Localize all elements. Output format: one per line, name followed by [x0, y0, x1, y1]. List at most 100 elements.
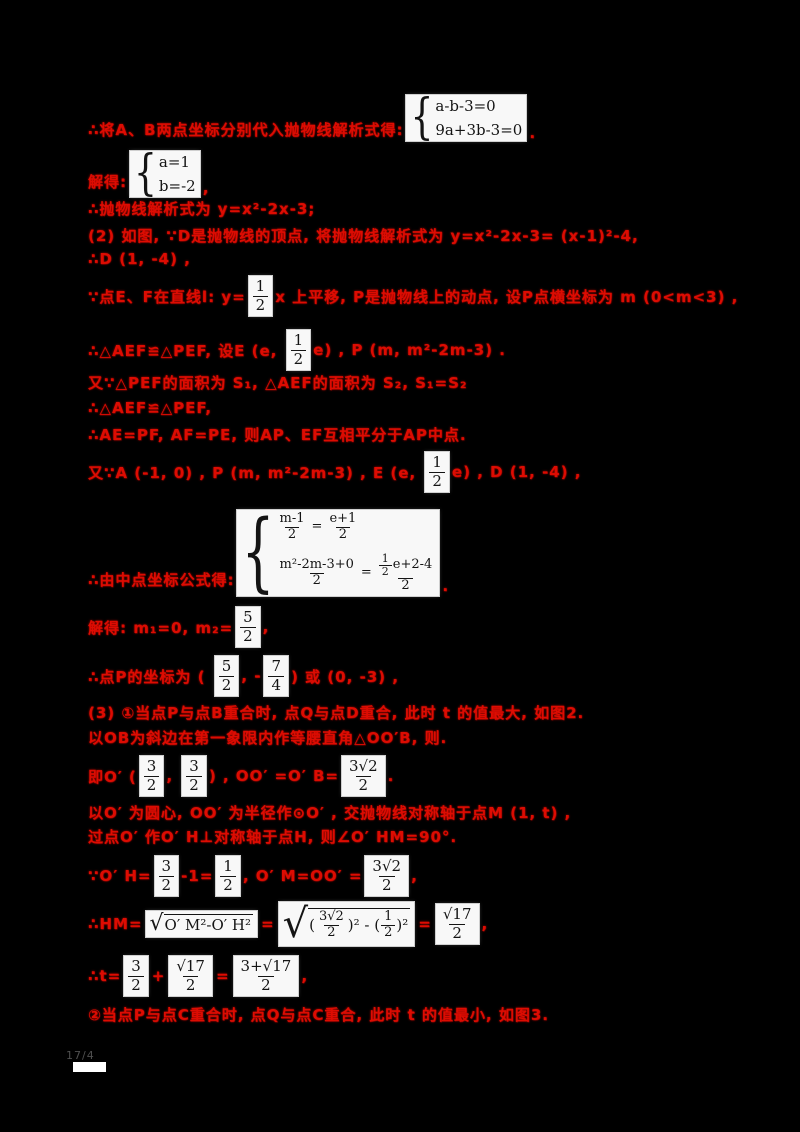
fraction-denominator: 2: [355, 775, 372, 794]
line-text: , -: [241, 667, 262, 685]
equals-sign: =: [261, 915, 275, 933]
brace-icon: {: [241, 503, 275, 603]
equation-row: 9a+3b-3=0: [435, 120, 523, 139]
fraction-numerator: m²-2m-3+0: [279, 557, 354, 572]
line-text: 解得:: [88, 172, 127, 191]
line-text: ∵点E、F在直线l: y=: [88, 287, 246, 306]
line-text: 即O′ (: [88, 767, 137, 786]
fraction-root17-over-2: √17 2: [435, 904, 479, 944]
fraction-denominator: 2: [186, 775, 202, 794]
solution-line-5: ∴D (1, -4) ,: [88, 250, 191, 268]
fraction-denominator: 2: [290, 349, 307, 368]
fraction-numerator: 5: [221, 657, 232, 676]
line-text: 解得: m₁=0, m₂=: [88, 618, 234, 637]
fraction-denominator: 2: [378, 875, 395, 894]
line-text: ,: [301, 967, 309, 985]
equation-row: a-b-3=0: [435, 96, 496, 115]
fraction-numerator: 1: [223, 857, 233, 876]
line-text: (3) ①当点P与点B重合时, 点Q与点D重合, 此时 t 的值最大, 如图2.: [88, 704, 585, 722]
fraction-numerator: 3: [131, 957, 141, 976]
page-mark: 17/4: [66, 1049, 95, 1062]
line-text: ,: [262, 618, 270, 636]
line-text: ②当点P与点C重合时, 点Q与点C重合, 此时 t 的值最小, 如图3.: [88, 1006, 549, 1024]
line-text: ∴AE=PF, AF=PE, 则AP、EF互相平分于AP中点.: [88, 426, 467, 444]
line-text: ∵O′ H=: [88, 867, 152, 885]
equation-system-ab: { a-b-3=0 9a+3b-3=0: [406, 89, 527, 145]
solution-line-23: ②当点P与点C重合时, 点Q与点C重合, 此时 t 的值最小, 如图3.: [88, 1004, 549, 1025]
line-text: ) , OO′ =O′ B=: [208, 767, 339, 785]
equals-sign: =: [311, 519, 323, 535]
fraction-numerator: √17: [176, 957, 205, 976]
solution-line-1: ∴将A、B两点坐标分别代入抛物线解析式得: { a-b-3=0 9a+3b-3=…: [88, 90, 536, 146]
fraction-denominator: 2: [429, 471, 445, 490]
line-text: ∴△AEF≌△PEF, 设E (e,: [88, 341, 284, 360]
line-text: 以OB为斜边在第一象限内作等腰直角△OO′B, 则.: [88, 729, 448, 747]
fraction-denominator: 2: [284, 526, 300, 543]
equals-sign: =: [418, 915, 432, 933]
line-text: ∴△AEF≌△PEF,: [88, 399, 212, 417]
line-text: .: [387, 767, 395, 785]
equation-row: b=-2: [158, 176, 196, 195]
fraction-denominator: 2: [220, 875, 236, 894]
fraction-denominator: 2: [158, 875, 175, 894]
brace-icon: {: [134, 145, 157, 201]
paren: )²: [396, 916, 409, 934]
fraction-denominator: 2: [381, 924, 396, 941]
solution-line-3: ∴抛物线解析式为 y=x²-2x-3;: [88, 198, 315, 219]
line-text: 过点O′ 作O′ H⊥对称轴于点H, 则∠O′ HM=90°.: [88, 828, 458, 846]
line-text: , O′ M=OO′ =: [242, 867, 363, 885]
line-text: ∴由中点坐标公式得:: [88, 570, 235, 589]
line-text: ,: [202, 179, 210, 197]
fraction-denominator: 2: [449, 923, 465, 942]
fraction-numerator: 3: [146, 757, 157, 776]
fraction-denominator: 4: [268, 675, 284, 694]
equation-row: a=1: [158, 152, 190, 171]
fraction-denominator: 2: [258, 975, 274, 994]
fraction-numerator: 3√2: [349, 757, 378, 776]
equation-system-solved: { a=1 b=-2: [130, 145, 200, 201]
line-text: -1=: [181, 867, 214, 885]
fraction-denominator: 2: [182, 975, 199, 994]
fraction-denominator: 2: [335, 526, 350, 543]
line-text: ∴t=: [88, 967, 122, 985]
fraction-numerator: 3+√17: [240, 957, 292, 976]
fraction-denominator: 2: [252, 295, 269, 314]
fraction-3root2-over-2: 3√2 2: [342, 756, 385, 796]
line-text: ∴将A、B两点坐标分别代入抛物线解析式得:: [88, 120, 404, 139]
line-text: e) , D (1, -4) ,: [451, 463, 582, 481]
line-text: ∴HM=: [88, 915, 143, 933]
sqrt-icon: √: [282, 901, 309, 947]
line-text: ) 或 (0, -3) ,: [290, 667, 399, 686]
fraction-numerator: m-1: [279, 511, 305, 526]
fraction-denominator: 2: [378, 564, 392, 578]
radicand: O′ M²-O′ H²: [163, 914, 254, 934]
line-text: e) , P (m, m²-2m-3) .: [313, 341, 506, 359]
solution-line-10: ∴AE=PF, AF=PE, 则AP、EF互相平分于AP中点.: [88, 424, 467, 445]
fraction-root17-over-2: √17 2: [169, 956, 212, 996]
line-text: x 上平移, P是抛物线上的动点, 设P点横坐标为 m (0<m<3) ,: [275, 287, 739, 306]
fraction-numerator: 1: [293, 331, 304, 350]
solution-line-9: ∴△AEF≌△PEF,: [88, 399, 212, 417]
fraction-numerator: √17: [442, 905, 472, 924]
fraction-numerator: e+1: [329, 511, 357, 526]
solution-line-15: (3) ①当点P与点B重合时, 点Q与点D重合, 此时 t 的值最大, 如图2.: [88, 702, 584, 723]
line-text: ∴点P的坐标为 (: [88, 667, 212, 686]
line-text: (2) 如图, ∵D是抛物线的顶点, 将抛物线解析式为 y=x²-2x-3= (…: [88, 227, 639, 245]
fraction-numerator: 5: [243, 608, 253, 627]
fraction-denominator: 2: [218, 675, 235, 694]
brace-icon: {: [410, 89, 434, 145]
fraction-denominator: 2: [128, 975, 144, 994]
line-text: .: [529, 124, 537, 142]
fraction-numerator: 3√2: [318, 908, 344, 924]
paren: )² - (: [347, 916, 381, 934]
